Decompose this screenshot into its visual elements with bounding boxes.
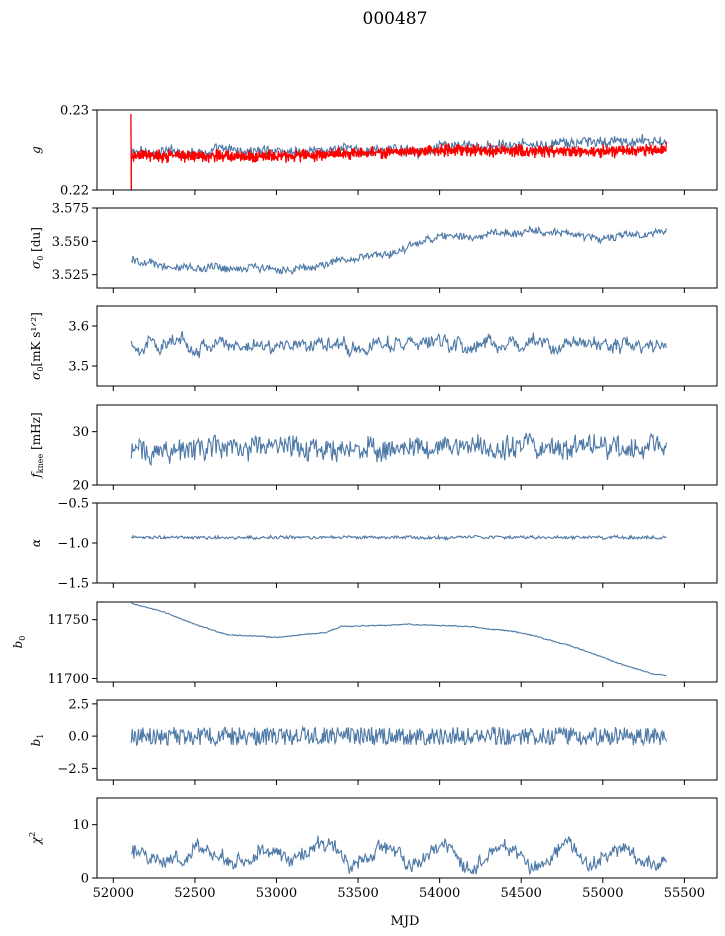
panel-fknee: 20 30 fknee [mHz]	[29, 404, 718, 494]
x-tick-label: 53500	[337, 886, 378, 901]
series-line-chi2	[130, 835, 667, 876]
axes-frame	[96, 797, 718, 879]
x-tick-label: 52000	[93, 886, 134, 901]
y-tick-label: 0	[81, 872, 89, 887]
y-tick-label: 0.23	[60, 104, 89, 119]
y-axis-label: σ0[mK s¹ᐟ²]	[29, 312, 45, 380]
axes-frame	[96, 699, 718, 781]
panel-alpha: −1.5 −1.0 −0.5 α	[29, 497, 718, 592]
panel-sigma0_du: 3.525 3.550 3.575 σ0 [du]	[29, 202, 718, 293]
y-axis-label: α	[29, 539, 43, 547]
axes-frame	[96, 109, 718, 191]
y-tick-label: 20	[72, 479, 89, 494]
x-tick-label: 55500	[664, 886, 705, 901]
series-line-b1	[130, 725, 667, 748]
y-axis-label: g	[29, 146, 43, 154]
y-tick-label: 30	[72, 425, 89, 440]
series-line-b0	[131, 602, 667, 677]
y-tick-label: 3.5	[68, 360, 89, 375]
x-tick-label: 54000	[419, 886, 460, 901]
x-tick-label: 52500	[174, 886, 215, 901]
panel-b0: 11700 11750 b0	[11, 601, 718, 687]
panels: 0.22 0.23 g 3.525 3.550 3.575 σ0 [du] 3.5 3.6 σ0[…	[11, 104, 718, 901]
y-tick-label: 0.0	[68, 730, 89, 745]
y-tick-label: −1.5	[57, 577, 89, 592]
y-axis-label: b1	[29, 734, 45, 747]
axes-frame	[96, 404, 718, 486]
axes-frame	[96, 502, 718, 584]
series-line-fknee	[130, 432, 667, 467]
y-tick-label: −2.5	[57, 762, 89, 777]
y-tick-label: 10	[72, 818, 89, 833]
y-tick-label: −0.5	[57, 497, 89, 512]
y-tick-label: 3.525	[52, 268, 89, 283]
y-axis-label: fknee [mHz]	[29, 412, 45, 478]
y-tick-label: 11700	[48, 672, 89, 687]
y-tick-label: 3.550	[52, 235, 89, 250]
y-tick-label: 3.6	[68, 320, 89, 335]
y-tick-label: 11750	[48, 613, 89, 628]
x-tick-label: 53000	[256, 886, 297, 901]
panel-b1: −2.5 0.0 2.5 b1	[29, 697, 718, 785]
panel-g: 0.22 0.23 g	[29, 104, 718, 199]
y-tick-label: 3.575	[52, 202, 89, 217]
figure-title: 000487	[363, 9, 428, 29]
y-axis-label: χ2	[28, 832, 43, 845]
x-axis-label: MJD	[391, 914, 420, 929]
axes-frame	[96, 207, 718, 289]
y-axis-label: b0	[11, 636, 27, 649]
panel-sigma0_mk: 3.5 3.6 σ0[mK s¹ᐟ²]	[29, 305, 718, 391]
series-line-sigma0-du	[130, 225, 667, 276]
x-tick-label: 54500	[501, 886, 542, 901]
y-axis-label: σ0 [du]	[29, 227, 45, 269]
y-tick-label: 0.22	[60, 184, 89, 199]
series-line-alpha	[131, 533, 667, 542]
axes-frame	[96, 601, 718, 683]
axes-frame	[96, 305, 718, 387]
series-line-g-model	[130, 113, 668, 191]
x-tick-label: 55000	[582, 886, 623, 901]
y-tick-label: 2.5	[68, 697, 89, 712]
panel-chi2: 0 10 52000 52500 53000 53500 54000 54500 55000 55…	[28, 797, 718, 901]
series-line-sigma0-mK	[130, 330, 667, 358]
y-tick-label: −1.0	[57, 537, 89, 552]
